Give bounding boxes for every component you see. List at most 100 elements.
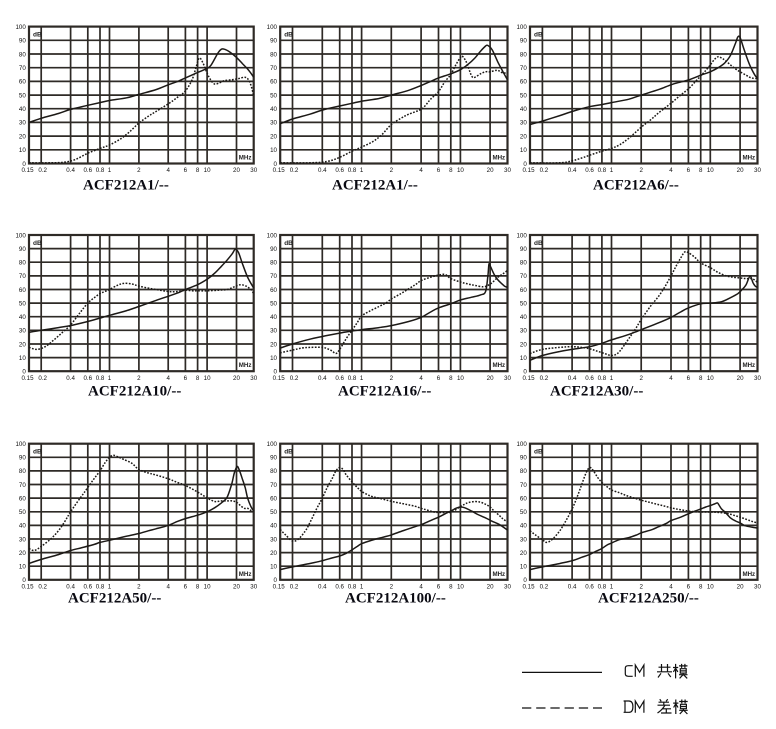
svg-text:ACF212A1/--: ACF212A1/-- [83,178,169,194]
svg-text:6: 6 [184,167,188,174]
svg-text:dB: dB [33,240,42,247]
svg-text:0.4: 0.4 [66,583,75,590]
svg-text:20: 20 [19,133,26,140]
svg-text:6: 6 [687,167,691,174]
svg-text:0.15: 0.15 [522,167,535,174]
svg-text:40: 40 [270,106,277,113]
svg-text:0.2: 0.2 [290,583,299,590]
svg-text:90: 90 [19,455,26,462]
svg-text:90: 90 [270,455,277,462]
svg-text:6: 6 [184,583,188,590]
svg-text:dB: dB [33,32,42,39]
svg-text:30: 30 [754,167,761,174]
svg-text:0.2: 0.2 [38,375,47,382]
svg-text:50: 50 [520,300,527,307]
svg-text:0.8: 0.8 [598,167,607,174]
svg-text:6: 6 [437,167,441,174]
svg-text:100: 100 [15,24,26,31]
svg-text:2: 2 [137,375,141,382]
svg-text:40: 40 [19,314,26,321]
svg-text:70: 70 [520,482,527,489]
svg-text:0.8: 0.8 [348,375,357,382]
svg-text:10: 10 [520,564,527,571]
svg-text:30: 30 [270,120,277,127]
svg-text:10: 10 [707,167,714,174]
svg-text:ACF212A30/--: ACF212A30/-- [550,384,643,400]
svg-text:20: 20 [487,583,494,590]
svg-text:10: 10 [707,375,714,382]
svg-text:2: 2 [639,583,643,590]
svg-text:0.4: 0.4 [318,375,327,382]
svg-text:100: 100 [267,232,278,239]
svg-text:6: 6 [687,583,691,590]
svg-text:0: 0 [523,577,527,584]
svg-text:0.15: 0.15 [21,167,34,174]
svg-text:30: 30 [270,536,277,543]
svg-text:0.4: 0.4 [568,375,577,382]
svg-text:0.8: 0.8 [96,375,105,382]
svg-text:1: 1 [610,583,614,590]
svg-text:100: 100 [267,24,278,31]
svg-text:10: 10 [204,167,211,174]
svg-text:90: 90 [19,246,26,253]
svg-text:60: 60 [19,79,26,86]
svg-text:20: 20 [270,341,277,348]
svg-text:0.2: 0.2 [290,375,299,382]
svg-text:4: 4 [419,167,423,174]
svg-text:40: 40 [270,523,277,530]
svg-text:0.8: 0.8 [598,375,607,382]
svg-text:100: 100 [516,441,527,448]
svg-text:70: 70 [19,273,26,280]
svg-text:20: 20 [487,167,494,174]
svg-text:1: 1 [108,583,112,590]
svg-text:0.8: 0.8 [96,167,105,174]
svg-text:MHz: MHz [742,362,755,369]
svg-text:6: 6 [437,583,441,590]
svg-text:0.8: 0.8 [598,583,607,590]
svg-text:70: 70 [270,273,277,280]
svg-text:70: 70 [520,65,527,72]
svg-text:70: 70 [520,273,527,280]
svg-text:60: 60 [270,495,277,502]
svg-text:2: 2 [639,375,643,382]
svg-text:0.2: 0.2 [290,167,299,174]
svg-text:20: 20 [520,550,527,557]
svg-text:40: 40 [19,106,26,113]
svg-text:0.4: 0.4 [66,167,75,174]
svg-text:10: 10 [19,564,26,571]
svg-text:30: 30 [250,375,257,382]
svg-text:30: 30 [520,536,527,543]
svg-text:20: 20 [233,583,240,590]
svg-text:30: 30 [504,167,511,174]
svg-text:60: 60 [270,287,277,294]
svg-text:0.15: 0.15 [273,375,286,382]
svg-text:dB: dB [534,32,543,39]
svg-text:10: 10 [19,355,26,362]
svg-text:6: 6 [687,375,691,382]
svg-text:80: 80 [270,468,277,475]
svg-text:1: 1 [108,375,112,382]
svg-text:4: 4 [669,583,673,590]
svg-text:0.2: 0.2 [38,583,47,590]
svg-text:30: 30 [504,375,511,382]
svg-text:4: 4 [166,583,170,590]
svg-text:50: 50 [520,509,527,516]
svg-text:90: 90 [520,246,527,253]
svg-text:30: 30 [754,583,761,590]
svg-text:80: 80 [19,51,26,58]
svg-text:0.8: 0.8 [96,583,105,590]
svg-text:90: 90 [520,38,527,45]
svg-text:ACF212A16/--: ACF212A16/-- [338,384,431,400]
svg-text:ACF212A250/--: ACF212A250/-- [598,591,699,607]
svg-text:0.6: 0.6 [585,583,594,590]
svg-text:50: 50 [19,509,26,516]
svg-text:20: 20 [737,375,744,382]
svg-text:MHz: MHz [742,155,755,162]
svg-text:30: 30 [19,328,26,335]
svg-text:20: 20 [233,167,240,174]
svg-text:100: 100 [516,232,527,239]
svg-text:8: 8 [699,375,703,382]
svg-text:20: 20 [19,341,26,348]
svg-text:60: 60 [520,495,527,502]
svg-text:50: 50 [19,92,26,99]
